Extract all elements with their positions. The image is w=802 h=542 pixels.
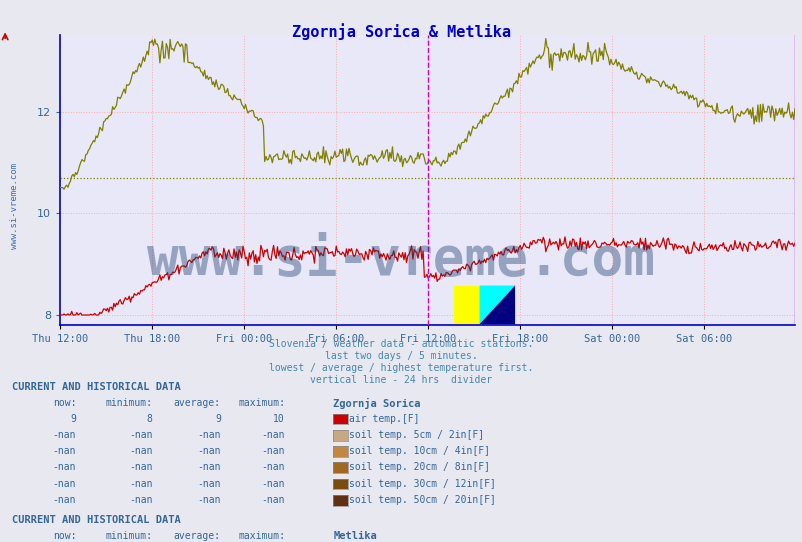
Text: vertical line - 24 hrs  divider: vertical line - 24 hrs divider (310, 375, 492, 384)
Text: average:: average: (173, 531, 221, 541)
Text: -nan: -nan (261, 495, 285, 505)
Text: -nan: -nan (261, 430, 285, 440)
Text: -nan: -nan (197, 446, 221, 456)
Text: -nan: -nan (53, 446, 76, 456)
Text: -nan: -nan (261, 479, 285, 488)
Text: www.si-vreme.com: www.si-vreme.com (10, 163, 19, 249)
Text: Zgornja Sorica: Zgornja Sorica (333, 398, 420, 409)
Text: Metlika: Metlika (333, 531, 376, 541)
Text: average:: average: (173, 398, 221, 408)
Text: www.si-vreme.com: www.si-vreme.com (148, 234, 654, 286)
Text: CURRENT AND HISTORICAL DATA: CURRENT AND HISTORICAL DATA (12, 515, 180, 525)
Text: soil temp. 50cm / 20in[F]: soil temp. 50cm / 20in[F] (349, 495, 496, 505)
Text: -nan: -nan (129, 462, 152, 472)
Text: -nan: -nan (129, 479, 152, 488)
Text: -nan: -nan (129, 430, 152, 440)
Text: -nan: -nan (261, 446, 285, 456)
Text: now:: now: (53, 398, 76, 408)
Text: now:: now: (53, 531, 76, 541)
Text: Zgornja Sorica & Metlika: Zgornja Sorica & Metlika (292, 23, 510, 40)
Text: soil temp. 30cm / 12in[F]: soil temp. 30cm / 12in[F] (349, 479, 496, 488)
Text: -nan: -nan (53, 495, 76, 505)
Text: soil temp. 10cm / 4in[F]: soil temp. 10cm / 4in[F] (349, 446, 490, 456)
Text: -nan: -nan (197, 479, 221, 488)
Text: -nan: -nan (129, 495, 152, 505)
Text: 10: 10 (273, 414, 285, 423)
Text: -nan: -nan (53, 430, 76, 440)
Text: 9: 9 (71, 414, 76, 423)
Text: -nan: -nan (129, 446, 152, 456)
Text: maximum:: maximum: (237, 398, 285, 408)
Polygon shape (479, 286, 515, 324)
Text: lowest / average / highest temperature first.: lowest / average / highest temperature f… (269, 363, 533, 372)
Text: maximum:: maximum: (237, 531, 285, 541)
Text: -nan: -nan (261, 462, 285, 472)
Text: minimum:: minimum: (105, 531, 152, 541)
Text: soil temp. 5cm / 2in[F]: soil temp. 5cm / 2in[F] (349, 430, 484, 440)
Text: Slovenia / weather data - automatic stations.: Slovenia / weather data - automatic stat… (269, 339, 533, 349)
Text: last two days / 5 minutes.: last two days / 5 minutes. (325, 351, 477, 360)
Text: air temp.[F]: air temp.[F] (349, 414, 419, 423)
Text: -nan: -nan (197, 462, 221, 472)
Text: -nan: -nan (53, 479, 76, 488)
Text: soil temp. 20cm / 8in[F]: soil temp. 20cm / 8in[F] (349, 462, 490, 472)
Bar (453, 286, 479, 324)
Text: -nan: -nan (53, 462, 76, 472)
Text: -nan: -nan (197, 495, 221, 505)
Text: 9: 9 (215, 414, 221, 423)
Text: -nan: -nan (197, 430, 221, 440)
Text: minimum:: minimum: (105, 398, 152, 408)
Polygon shape (479, 286, 515, 324)
Text: CURRENT AND HISTORICAL DATA: CURRENT AND HISTORICAL DATA (12, 382, 180, 392)
Text: 8: 8 (147, 414, 152, 423)
